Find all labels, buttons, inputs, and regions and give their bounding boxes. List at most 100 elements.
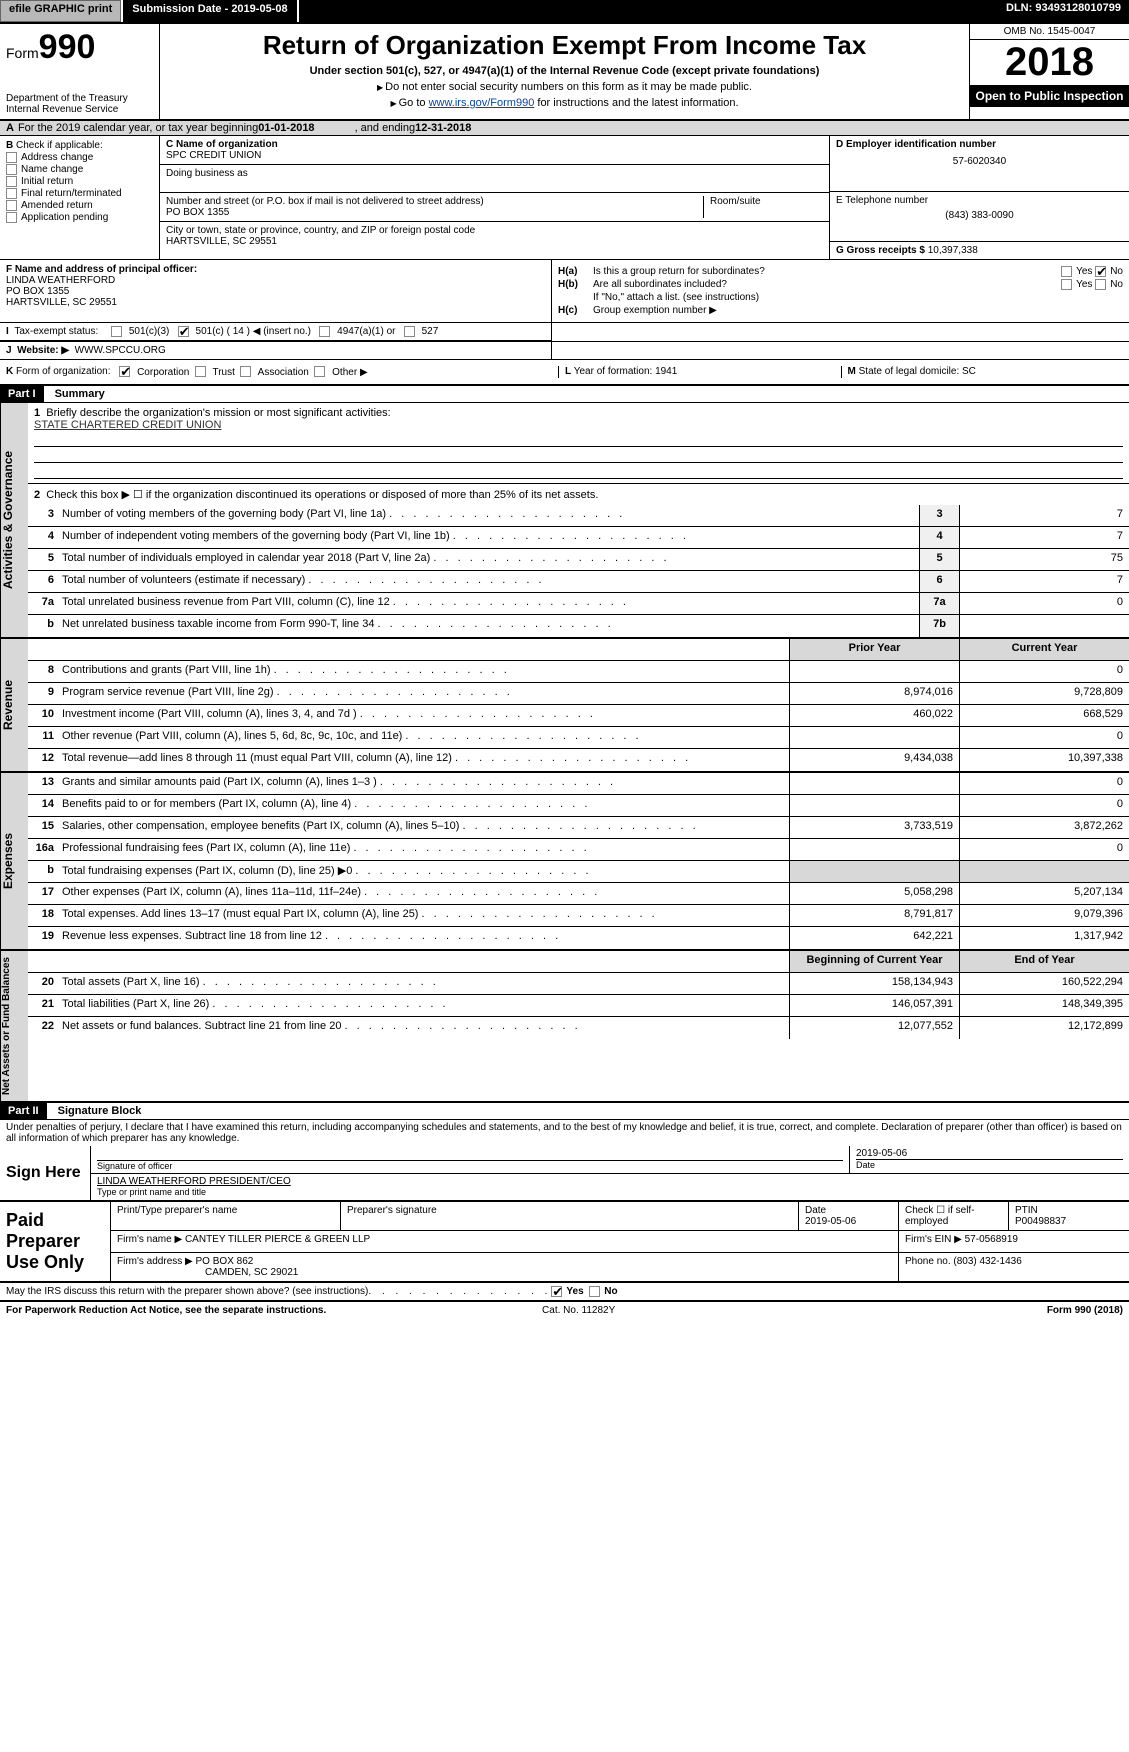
hb-no-checkbox[interactable] bbox=[1095, 279, 1106, 290]
checkbox-final-return-terminated[interactable]: Final return/terminated bbox=[6, 188, 153, 199]
line-9: 9Program service revenue (Part VIII, lin… bbox=[28, 683, 1129, 705]
officer-name-title: LINDA WEATHERFORD PRESIDENT/CEO bbox=[97, 1176, 1123, 1187]
line-18: 18Total expenses. Add lines 13–17 (must … bbox=[28, 905, 1129, 927]
part-i-governance: Activities & Governance 1 Briefly descri… bbox=[0, 403, 1129, 639]
line-17: 17Other expenses (Part IX, column (A), l… bbox=[28, 883, 1129, 905]
signature-section: Under penalties of perjury, I declare th… bbox=[0, 1120, 1129, 1202]
firm-addr1: PO BOX 862 bbox=[196, 1256, 254, 1267]
room-suite: Room/suite bbox=[703, 196, 823, 218]
gov-line-b: bNet unrelated business taxable income f… bbox=[28, 615, 1129, 637]
line-20: 20Total assets (Part X, line 16) 158,134… bbox=[28, 973, 1129, 995]
tax-status-opt-0[interactable] bbox=[111, 326, 122, 337]
efile-button[interactable]: efile GRAPHIC print bbox=[0, 0, 121, 22]
irs-link[interactable]: www.irs.gov/Form990 bbox=[429, 97, 535, 109]
line-8: 8Contributions and grants (Part VIII, li… bbox=[28, 661, 1129, 683]
officer-addr1: PO BOX 1355 bbox=[6, 286, 545, 297]
website-value: WWW.SPCCU.ORG bbox=[75, 345, 166, 356]
tax-status-opt-3[interactable] bbox=[404, 326, 415, 337]
form-org-opt-0[interactable] bbox=[119, 366, 130, 377]
checkbox-address-change[interactable]: Address change bbox=[6, 152, 153, 163]
line-16a: 16aProfessional fundraising fees (Part I… bbox=[28, 839, 1129, 861]
toolbar-spacer bbox=[299, 0, 998, 22]
hb-note: If "No," attach a list. (see instruction… bbox=[558, 292, 1123, 303]
line-11: 11Other revenue (Part VIII, column (A), … bbox=[28, 727, 1129, 749]
state-domicile: SC bbox=[962, 366, 976, 377]
city-label: City or town, state or province, country… bbox=[166, 225, 823, 236]
org-city: HARTSVILLE, SC 29551 bbox=[166, 236, 823, 247]
paid-preparer-label: Paid Preparer Use Only bbox=[0, 1202, 110, 1281]
preparer-date: 2019-05-06 bbox=[805, 1216, 856, 1227]
gross-receipts: 10,397,338 bbox=[928, 245, 978, 256]
year-formation: 1941 bbox=[655, 366, 677, 377]
tax-year: 2018 bbox=[970, 40, 1129, 85]
line-22: 22Net assets or fund balances. Subtract … bbox=[28, 1017, 1129, 1039]
ha-no-checkbox[interactable] bbox=[1095, 266, 1106, 277]
omb-number: OMB No. 1545-0047 bbox=[970, 24, 1129, 40]
phone-value: (843) 383-0090 bbox=[836, 210, 1123, 221]
officer-addr2: HARTSVILLE, SC 29551 bbox=[6, 297, 545, 308]
line-14: 14Benefits paid to or for members (Part … bbox=[28, 795, 1129, 817]
row-a-tax-year: A For the 2019 calendar year, or tax yea… bbox=[0, 121, 1129, 136]
tax-status-opt-2[interactable] bbox=[319, 326, 330, 337]
form-org-opt-2[interactable] bbox=[240, 366, 251, 377]
checkbox-initial-return[interactable]: Initial return bbox=[6, 176, 153, 187]
firm-name: CANTEY TILLER PIERCE & GREEN LLP bbox=[185, 1234, 370, 1245]
firm-ein: 57-0568919 bbox=[965, 1234, 1018, 1245]
row-i-tax-status: I Tax-exempt status: 501(c)(3) 501(c) ( … bbox=[0, 323, 1129, 342]
form-subtitle: Under section 501(c), 527, or 4947(a)(1)… bbox=[170, 65, 959, 77]
line-19: 19Revenue less expenses. Subtract line 1… bbox=[28, 927, 1129, 949]
page-footer: For Paperwork Reduction Act Notice, see … bbox=[0, 1302, 1129, 1319]
firm-addr2: CAMDEN, SC 29021 bbox=[205, 1267, 298, 1278]
dba-label: Doing business as bbox=[166, 168, 823, 179]
form-header: Form990 Department of the Treasury Inter… bbox=[0, 24, 1129, 121]
phone-label: E Telephone number bbox=[836, 195, 1123, 206]
part-i-net-assets: Net Assets or Fund Balances Beginning of… bbox=[0, 951, 1129, 1103]
part-i-revenue: Revenue Prior Year Current Year 8Contrib… bbox=[0, 639, 1129, 773]
discuss-no-checkbox[interactable] bbox=[589, 1286, 600, 1297]
discuss-yes-checkbox[interactable] bbox=[551, 1286, 562, 1297]
sidebar-expenses: Expenses bbox=[0, 773, 28, 949]
part-ii-header: Part II Signature Block bbox=[0, 1103, 1129, 1120]
form-org-opt-3[interactable] bbox=[314, 366, 325, 377]
form-org-opt-1[interactable] bbox=[195, 366, 206, 377]
part-i-header: Part I Summary bbox=[0, 386, 1129, 403]
top-toolbar: efile GRAPHIC print Submission Date - 20… bbox=[0, 0, 1129, 22]
column-d-ein: D Employer identification number 57-6020… bbox=[829, 136, 1129, 259]
checkbox-application-pending[interactable]: Application pending bbox=[6, 212, 153, 223]
row-j-website: J Website: ▶ WWW.SPCCU.ORG bbox=[0, 342, 1129, 360]
form-title: Return of Organization Exempt From Incom… bbox=[170, 30, 959, 61]
mission-text: STATE CHARTERED CREDIT UNION bbox=[34, 419, 221, 431]
column-b-checkboxes: B Check if applicable: Address changeNam… bbox=[0, 136, 160, 259]
gov-line-4: 4Number of independent voting members of… bbox=[28, 527, 1129, 549]
checkbox-name-change[interactable]: Name change bbox=[6, 164, 153, 175]
ssn-warning: Do not enter social security numbers on … bbox=[170, 81, 959, 93]
ha-yes-checkbox[interactable] bbox=[1061, 266, 1072, 277]
may-irs-discuss: May the IRS discuss this return with the… bbox=[0, 1283, 1129, 1302]
hb-yes-checkbox[interactable] bbox=[1061, 279, 1072, 290]
gov-line-5: 5Total number of individuals employed in… bbox=[28, 549, 1129, 571]
line-15: 15Salaries, other compensation, employee… bbox=[28, 817, 1129, 839]
sidebar-governance: Activities & Governance bbox=[0, 403, 28, 637]
org-address: PO BOX 1355 bbox=[166, 207, 703, 218]
submission-date-button[interactable]: Submission Date - 2019-05-08 bbox=[123, 0, 296, 22]
signature-date: 2019-05-06 bbox=[856, 1148, 1123, 1159]
open-to-public: Open to Public Inspection bbox=[970, 85, 1129, 107]
gov-line-3: 3Number of voting members of the governi… bbox=[28, 505, 1129, 527]
self-employed-check[interactable]: Check ☐ if self-employed bbox=[899, 1202, 1009, 1230]
sidebar-net-assets: Net Assets or Fund Balances bbox=[0, 951, 28, 1101]
line-12: 12Total revenue—add lines 8 through 11 (… bbox=[28, 749, 1129, 771]
gov-line-6: 6Total number of volunteers (estimate if… bbox=[28, 571, 1129, 593]
line-b: bTotal fundraising expenses (Part IX, co… bbox=[28, 861, 1129, 883]
ein-value: 57-6020340 bbox=[836, 156, 1123, 167]
line-13: 13Grants and similar amounts paid (Part … bbox=[28, 773, 1129, 795]
line-10: 10Investment income (Part VIII, column (… bbox=[28, 705, 1129, 727]
sign-here-label: Sign Here bbox=[0, 1146, 90, 1200]
row-k-form-org: K Form of organization: Corporation Trus… bbox=[0, 360, 1129, 385]
penalty-text: Under penalties of perjury, I declare th… bbox=[0, 1120, 1129, 1146]
firm-phone: (803) 432-1436 bbox=[953, 1256, 1021, 1267]
gov-line-7a: 7aTotal unrelated business revenue from … bbox=[28, 593, 1129, 615]
tax-status-opt-1[interactable] bbox=[178, 326, 189, 337]
org-name: SPC CREDIT UNION bbox=[166, 150, 823, 161]
checkbox-amended-return[interactable]: Amended return bbox=[6, 200, 153, 211]
column-c-name-address: C Name of organization SPC CREDIT UNION … bbox=[160, 136, 829, 259]
